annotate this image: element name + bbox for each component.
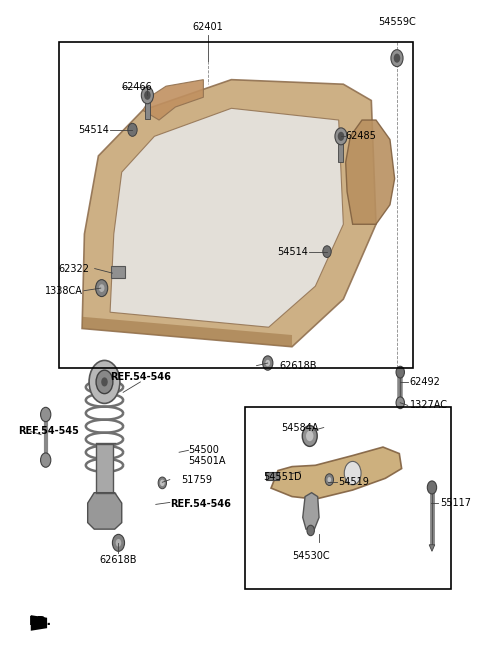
- Polygon shape: [271, 447, 402, 499]
- Text: 54519: 54519: [338, 476, 369, 487]
- Circle shape: [89, 361, 120, 403]
- Circle shape: [101, 377, 108, 386]
- Text: 62485: 62485: [346, 131, 376, 141]
- Polygon shape: [143, 79, 204, 120]
- Polygon shape: [110, 108, 343, 327]
- Text: REF.54-546: REF.54-546: [170, 499, 231, 509]
- Circle shape: [391, 50, 403, 66]
- Circle shape: [128, 124, 137, 136]
- Text: 54514: 54514: [277, 246, 308, 257]
- Circle shape: [427, 481, 437, 494]
- Bar: [59, 42, 413, 367]
- Polygon shape: [346, 120, 395, 224]
- Text: 54501A: 54501A: [189, 457, 226, 466]
- Polygon shape: [31, 615, 47, 631]
- Text: 62322: 62322: [58, 263, 89, 273]
- Circle shape: [323, 246, 331, 258]
- Circle shape: [335, 128, 347, 145]
- Circle shape: [306, 431, 313, 442]
- Circle shape: [325, 474, 334, 486]
- Circle shape: [112, 534, 124, 551]
- Bar: [96, 444, 113, 493]
- Bar: [338, 136, 343, 162]
- Polygon shape: [88, 493, 122, 529]
- Text: 54514: 54514: [78, 125, 109, 135]
- Text: 54584A: 54584A: [281, 422, 318, 432]
- Circle shape: [394, 54, 400, 62]
- Circle shape: [263, 356, 273, 370]
- Circle shape: [396, 397, 405, 409]
- Circle shape: [158, 477, 167, 489]
- Text: 54559C: 54559C: [378, 17, 416, 27]
- Circle shape: [116, 539, 121, 547]
- Text: 62401: 62401: [192, 22, 223, 32]
- Text: 51759: 51759: [181, 474, 213, 485]
- Text: REF.54-545: REF.54-545: [18, 426, 79, 436]
- Circle shape: [144, 91, 151, 100]
- Circle shape: [302, 426, 317, 446]
- Polygon shape: [82, 317, 292, 347]
- Bar: [144, 96, 150, 119]
- Circle shape: [99, 284, 105, 292]
- Text: 54530C: 54530C: [292, 551, 329, 561]
- Text: REF.54-546: REF.54-546: [110, 372, 171, 382]
- Circle shape: [160, 480, 165, 486]
- Text: 62466: 62466: [122, 83, 153, 93]
- Bar: [266, 472, 279, 480]
- Text: 62492: 62492: [409, 377, 441, 387]
- Text: 54551D: 54551D: [263, 472, 302, 482]
- Polygon shape: [303, 493, 319, 529]
- Circle shape: [327, 477, 331, 482]
- Circle shape: [96, 280, 108, 296]
- Text: 54500: 54500: [189, 445, 219, 455]
- Circle shape: [344, 461, 361, 485]
- Circle shape: [41, 453, 51, 467]
- Text: 62618B: 62618B: [100, 555, 137, 564]
- Circle shape: [96, 370, 113, 394]
- Bar: [111, 266, 125, 278]
- Bar: [245, 407, 451, 589]
- Circle shape: [338, 132, 344, 141]
- Text: 1338CA: 1338CA: [45, 286, 83, 296]
- Polygon shape: [82, 79, 376, 347]
- Text: 55117: 55117: [440, 498, 471, 508]
- Circle shape: [141, 87, 154, 104]
- Circle shape: [41, 407, 51, 422]
- Circle shape: [265, 360, 270, 367]
- Circle shape: [307, 525, 314, 535]
- Text: 1327AC: 1327AC: [409, 400, 447, 411]
- Text: 62618B: 62618B: [279, 361, 316, 371]
- Text: FR.: FR.: [28, 615, 51, 628]
- Circle shape: [396, 367, 405, 378]
- Polygon shape: [429, 545, 435, 551]
